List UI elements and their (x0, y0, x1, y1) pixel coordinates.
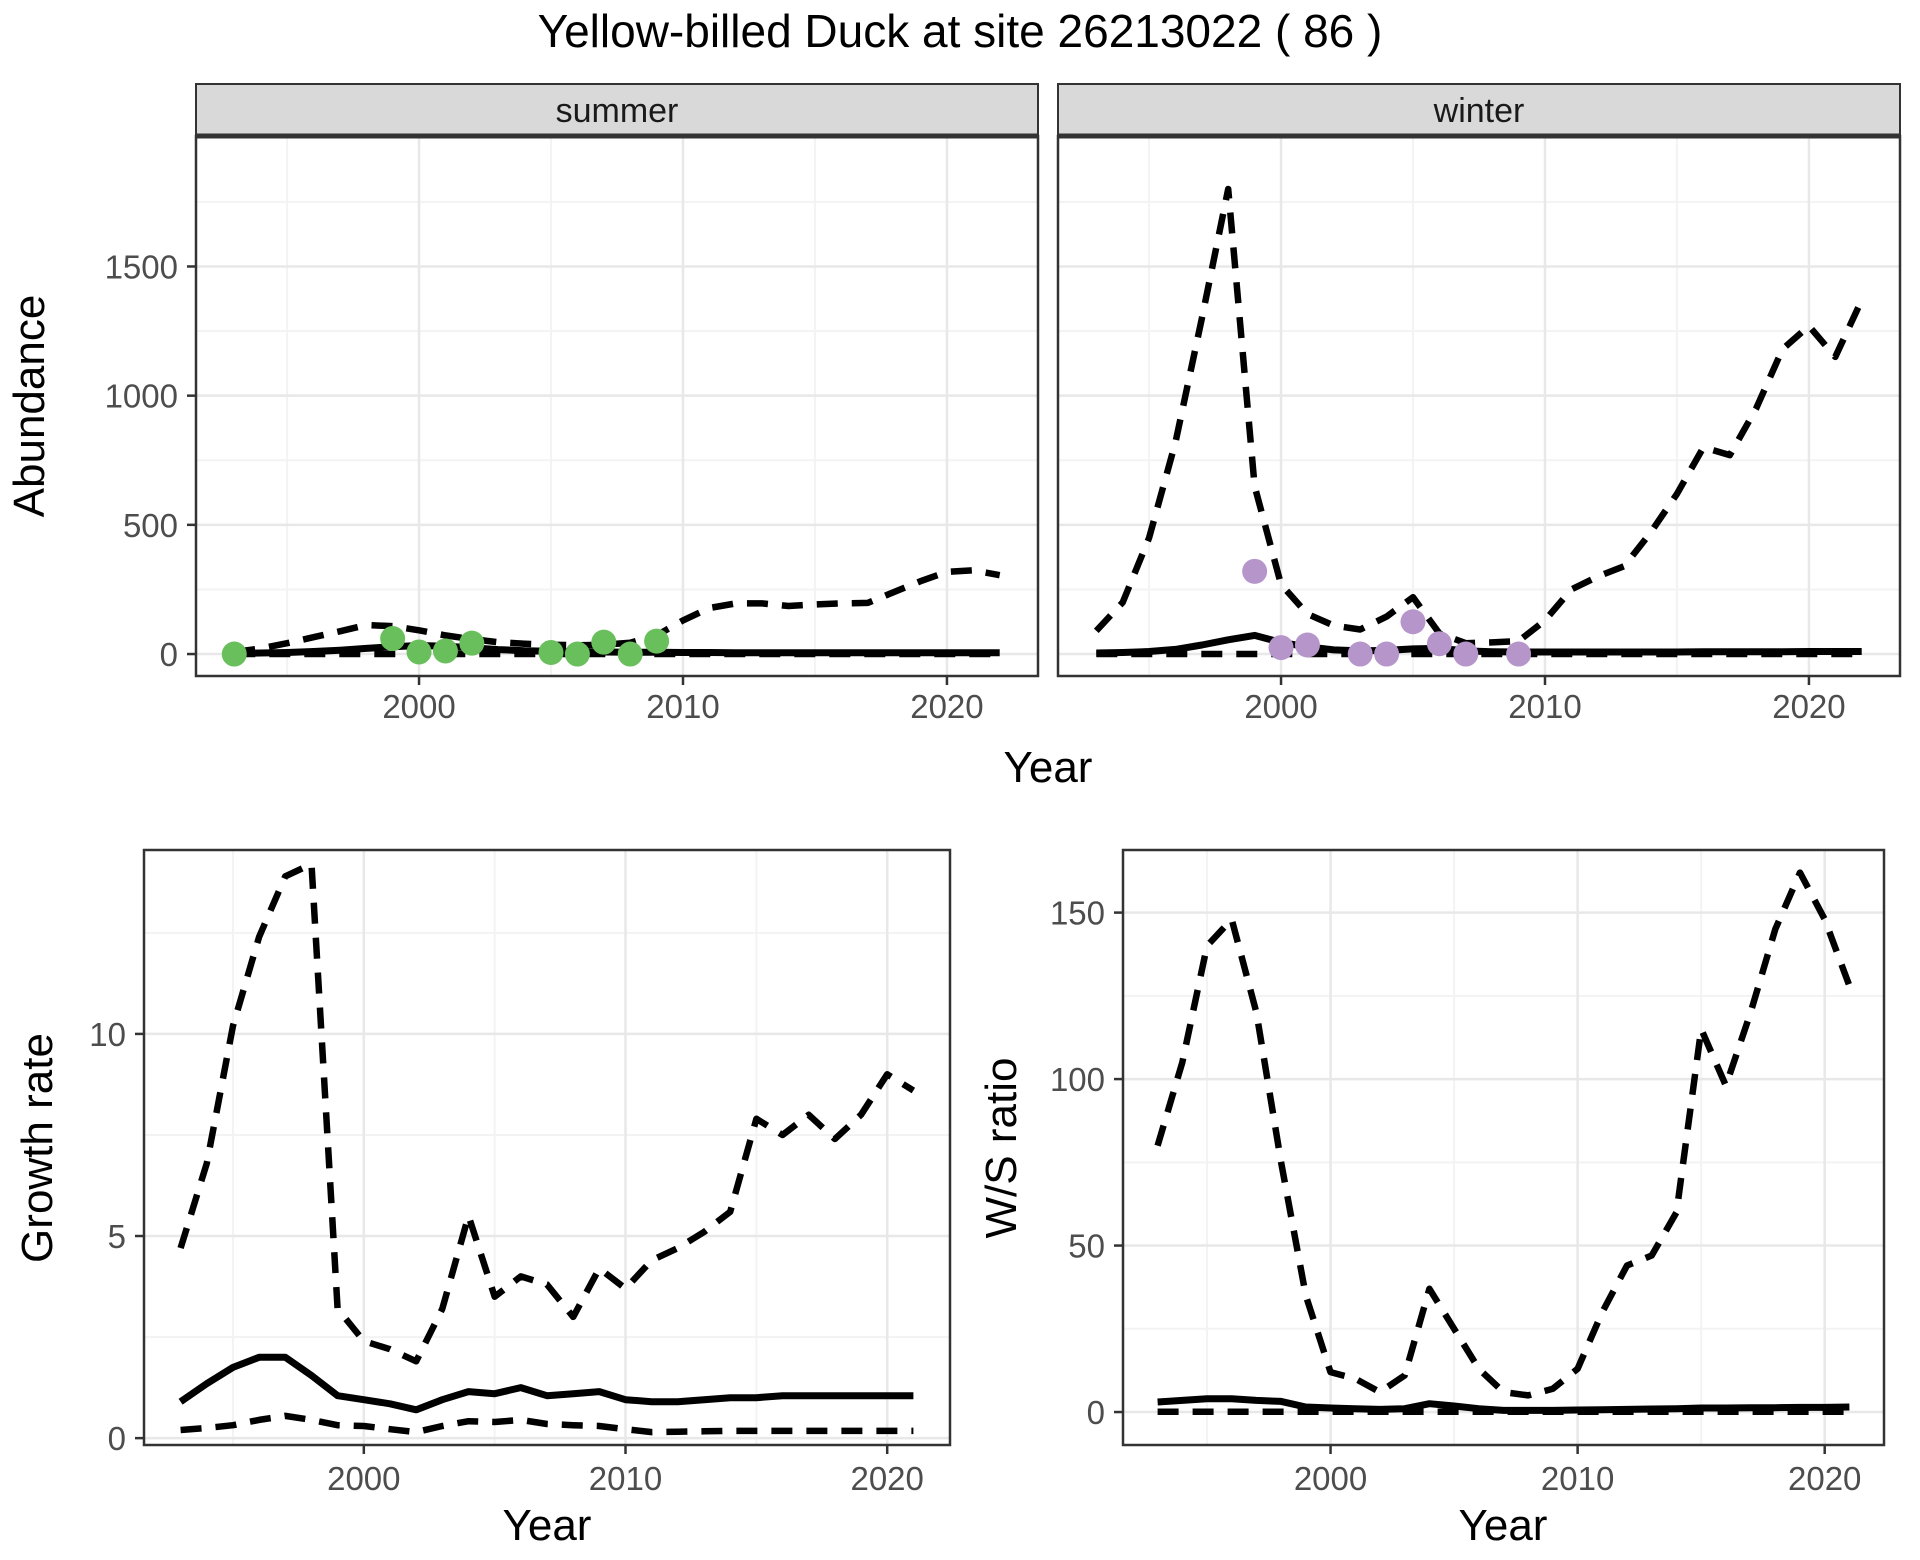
y-tick-label: 0 (160, 636, 178, 673)
x-tick-label: 2020 (850, 1460, 923, 1497)
ws_ratio-median-line (1157, 1395, 1850, 1414)
y-tick-label: 0 (1087, 1394, 1105, 1431)
panel-winter: winter 2000 2010 2020 (1056, 83, 1902, 725)
observed-point-winter-1999 (1242, 558, 1268, 584)
x-tick-label: 2000 (327, 1460, 400, 1497)
plot-title: Yellow-billed Duck at site 26213022 ( 86… (537, 5, 1383, 57)
observed-point-summer-2007 (591, 629, 617, 655)
observed-point-winter-2003 (1347, 641, 1373, 667)
observed-point-winter-2004 (1374, 641, 1400, 667)
observed-point-winter-2009 (1506, 641, 1532, 667)
ws_ratio-y-axis-title: W/S ratio (977, 1058, 1026, 1239)
x-tick-label: 2000 (1244, 688, 1317, 725)
x-tick-label: 2020 (1788, 1460, 1861, 1497)
x-tick-label: 2000 (1294, 1460, 1367, 1497)
observed-point-summer-2002 (459, 630, 485, 656)
panel-background (196, 136, 1038, 676)
panel-growth_rate: 2000 2010 2020 0 5 10 (89, 848, 952, 1497)
y-tick-label: 1000 (105, 378, 178, 415)
y-tick-label: 0 (108, 1420, 126, 1457)
panel-border (142, 848, 952, 1447)
facet-strip-winter (1057, 83, 1901, 137)
ws_ratio-upper-ci-line (1154, 869, 1853, 1399)
growth_rate-figure: 2000 2010 2020 0 5 10 Year Growth rate (13, 848, 952, 1550)
x-tick-label: 2020 (1772, 688, 1845, 725)
facet-strip-label-summer: summer (556, 92, 679, 130)
x-tick-label: 2020 (910, 688, 983, 725)
y-tick-label: 1500 (105, 248, 178, 285)
growth_rate-y-axis-title: Growth rate (13, 1033, 62, 1263)
growth_rate-median-line (178, 1353, 914, 1414)
y-tick-label: 10 (89, 1016, 126, 1053)
observed-point-summer-2006 (564, 641, 590, 667)
x-tick-label: 2010 (1508, 688, 1581, 725)
observed-point-summer-2009 (644, 628, 670, 654)
y-tick-label: 50 (1068, 1228, 1105, 1265)
observed-point-winter-2000 (1268, 635, 1294, 661)
panel-background (144, 850, 950, 1445)
panel-background (1058, 136, 1900, 676)
observed-point-winter-2006 (1426, 631, 1452, 657)
observed-point-winter-2001 (1294, 632, 1320, 658)
observed-point-summer-2001 (432, 638, 458, 664)
x-tick-label: 2010 (1541, 1460, 1614, 1497)
panel-background (1123, 850, 1884, 1445)
growth_rate-lower-ci-line (180, 1412, 914, 1436)
panel-ws_ratio: 2000 2010 2020 0 50 100 150 (1050, 848, 1886, 1497)
panel-summer: summer 2000 2010 2020 0 500 1000 1500 (105, 83, 1040, 725)
observed-point-summer-2005 (538, 639, 564, 665)
y-tick-label: 5 (108, 1218, 126, 1255)
x-tick-label: 2010 (646, 688, 719, 725)
y-tick-label: 100 (1050, 1061, 1105, 1098)
panel-border (1121, 848, 1886, 1447)
observed-point-summer-2008 (617, 641, 643, 667)
y-tick-label: 150 (1050, 895, 1105, 932)
abundance-figure: summer 2000 2010 2020 0 500 1000 1500 winter 2000… (5, 83, 1902, 792)
growth_rate-upper-ci-line (177, 860, 916, 1365)
growth_rate-x-axis-title: Year (503, 1501, 592, 1550)
observed-point-summer-2000 (406, 639, 432, 665)
x-tick-label: 2010 (589, 1460, 662, 1497)
observed-point-summer-1993 (221, 641, 247, 667)
summer-upper-ci-line (233, 567, 1001, 656)
facet-strip-label-winter: winter (1433, 92, 1525, 130)
abundance-y-axis-title: Abundance (5, 295, 54, 518)
observed-point-winter-2007 (1453, 641, 1479, 667)
observed-point-winter-2005 (1400, 609, 1426, 635)
y-tick-label: 500 (123, 507, 178, 544)
x-tick-label: 2000 (382, 688, 455, 725)
ws_ratio-x-axis-title: Year (1459, 1501, 1548, 1550)
observed-point-summer-1999 (380, 626, 406, 652)
ws_ratio-figure: 2000 2010 2020 0 50 100 150 Year W/S ratio (977, 848, 1886, 1550)
abundance-x-axis-title: Year (1004, 743, 1093, 792)
